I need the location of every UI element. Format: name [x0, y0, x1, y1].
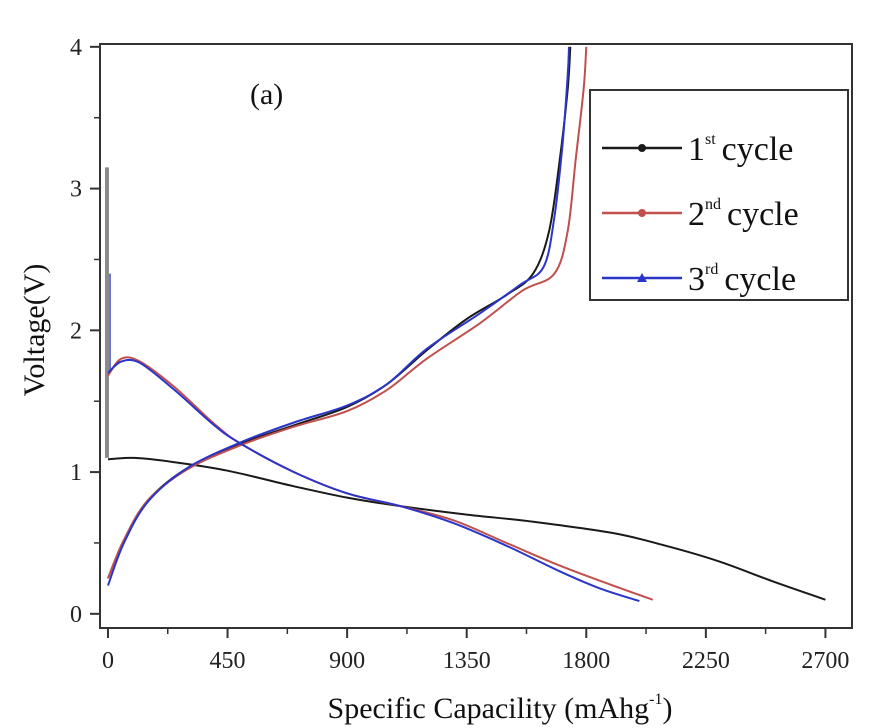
legend-marker-2: [638, 209, 646, 217]
series-3: [107, 46, 640, 603]
series-2-charge-curve: [107, 46, 588, 579]
series-2: [107, 46, 654, 601]
legend-marker-1: [638, 144, 646, 152]
x-axis-title: Specific Capacility (mAhg-1): [328, 691, 673, 725]
x-axis-title-close: ): [662, 692, 672, 725]
legend-label-2: 2nd cycle: [688, 196, 799, 233]
x-tick-label: 450: [210, 648, 246, 674]
x-tick-label: 2700: [801, 648, 849, 674]
series-1-charge-curve: [107, 46, 572, 579]
y-tick-label: 1: [70, 460, 82, 486]
y-tick-label: 4: [70, 35, 82, 61]
x-tick-label: 900: [329, 648, 365, 674]
legend-label-3: 3rd cycle: [688, 261, 796, 298]
x-tick-label: 1800: [562, 648, 610, 674]
x-axis-title-main: Specific Capacility (mAhg: [328, 692, 650, 725]
legend-label-cycle: cycle: [724, 261, 796, 298]
y-tick-label: 2: [70, 318, 82, 344]
legend-label-superscript: st: [705, 131, 716, 148]
legend-label-superscript: nd: [705, 196, 721, 213]
axes: 0 450 900 1350 1800 2250 2700 0 1 2 3 4: [70, 35, 853, 674]
series-3-discharge-curve: [107, 358, 640, 603]
x-tick-label: 0: [102, 648, 114, 674]
series-3-charge-curve: [107, 46, 570, 586]
x-tick-label: 1350: [443, 648, 491, 674]
series-1-discharge-curve: [107, 456, 826, 601]
panel-label: (a): [250, 78, 283, 111]
legend-label-number: 3: [688, 261, 705, 298]
legend-label-superscript: rd: [705, 261, 718, 278]
legend-label-number: 2: [688, 196, 705, 233]
x-tick-label: 2250: [682, 648, 730, 674]
legend-label-cycle: cycle: [727, 196, 799, 233]
legend-label-1: 1st cycle: [688, 131, 793, 168]
y-tick-label: 0: [70, 602, 82, 628]
legend-label-cycle: cycle: [722, 131, 794, 168]
plot-frame: [99, 43, 853, 629]
y-tick-label: 3: [70, 177, 82, 203]
legend-label-number: 1: [688, 131, 705, 168]
y-axis-title: Voltage(V): [18, 264, 51, 397]
plot-area: [104, 46, 826, 603]
legend-box: [589, 89, 849, 301]
x-axis-title-sup: -1: [649, 691, 662, 708]
legend-marker-3: [637, 273, 647, 282]
